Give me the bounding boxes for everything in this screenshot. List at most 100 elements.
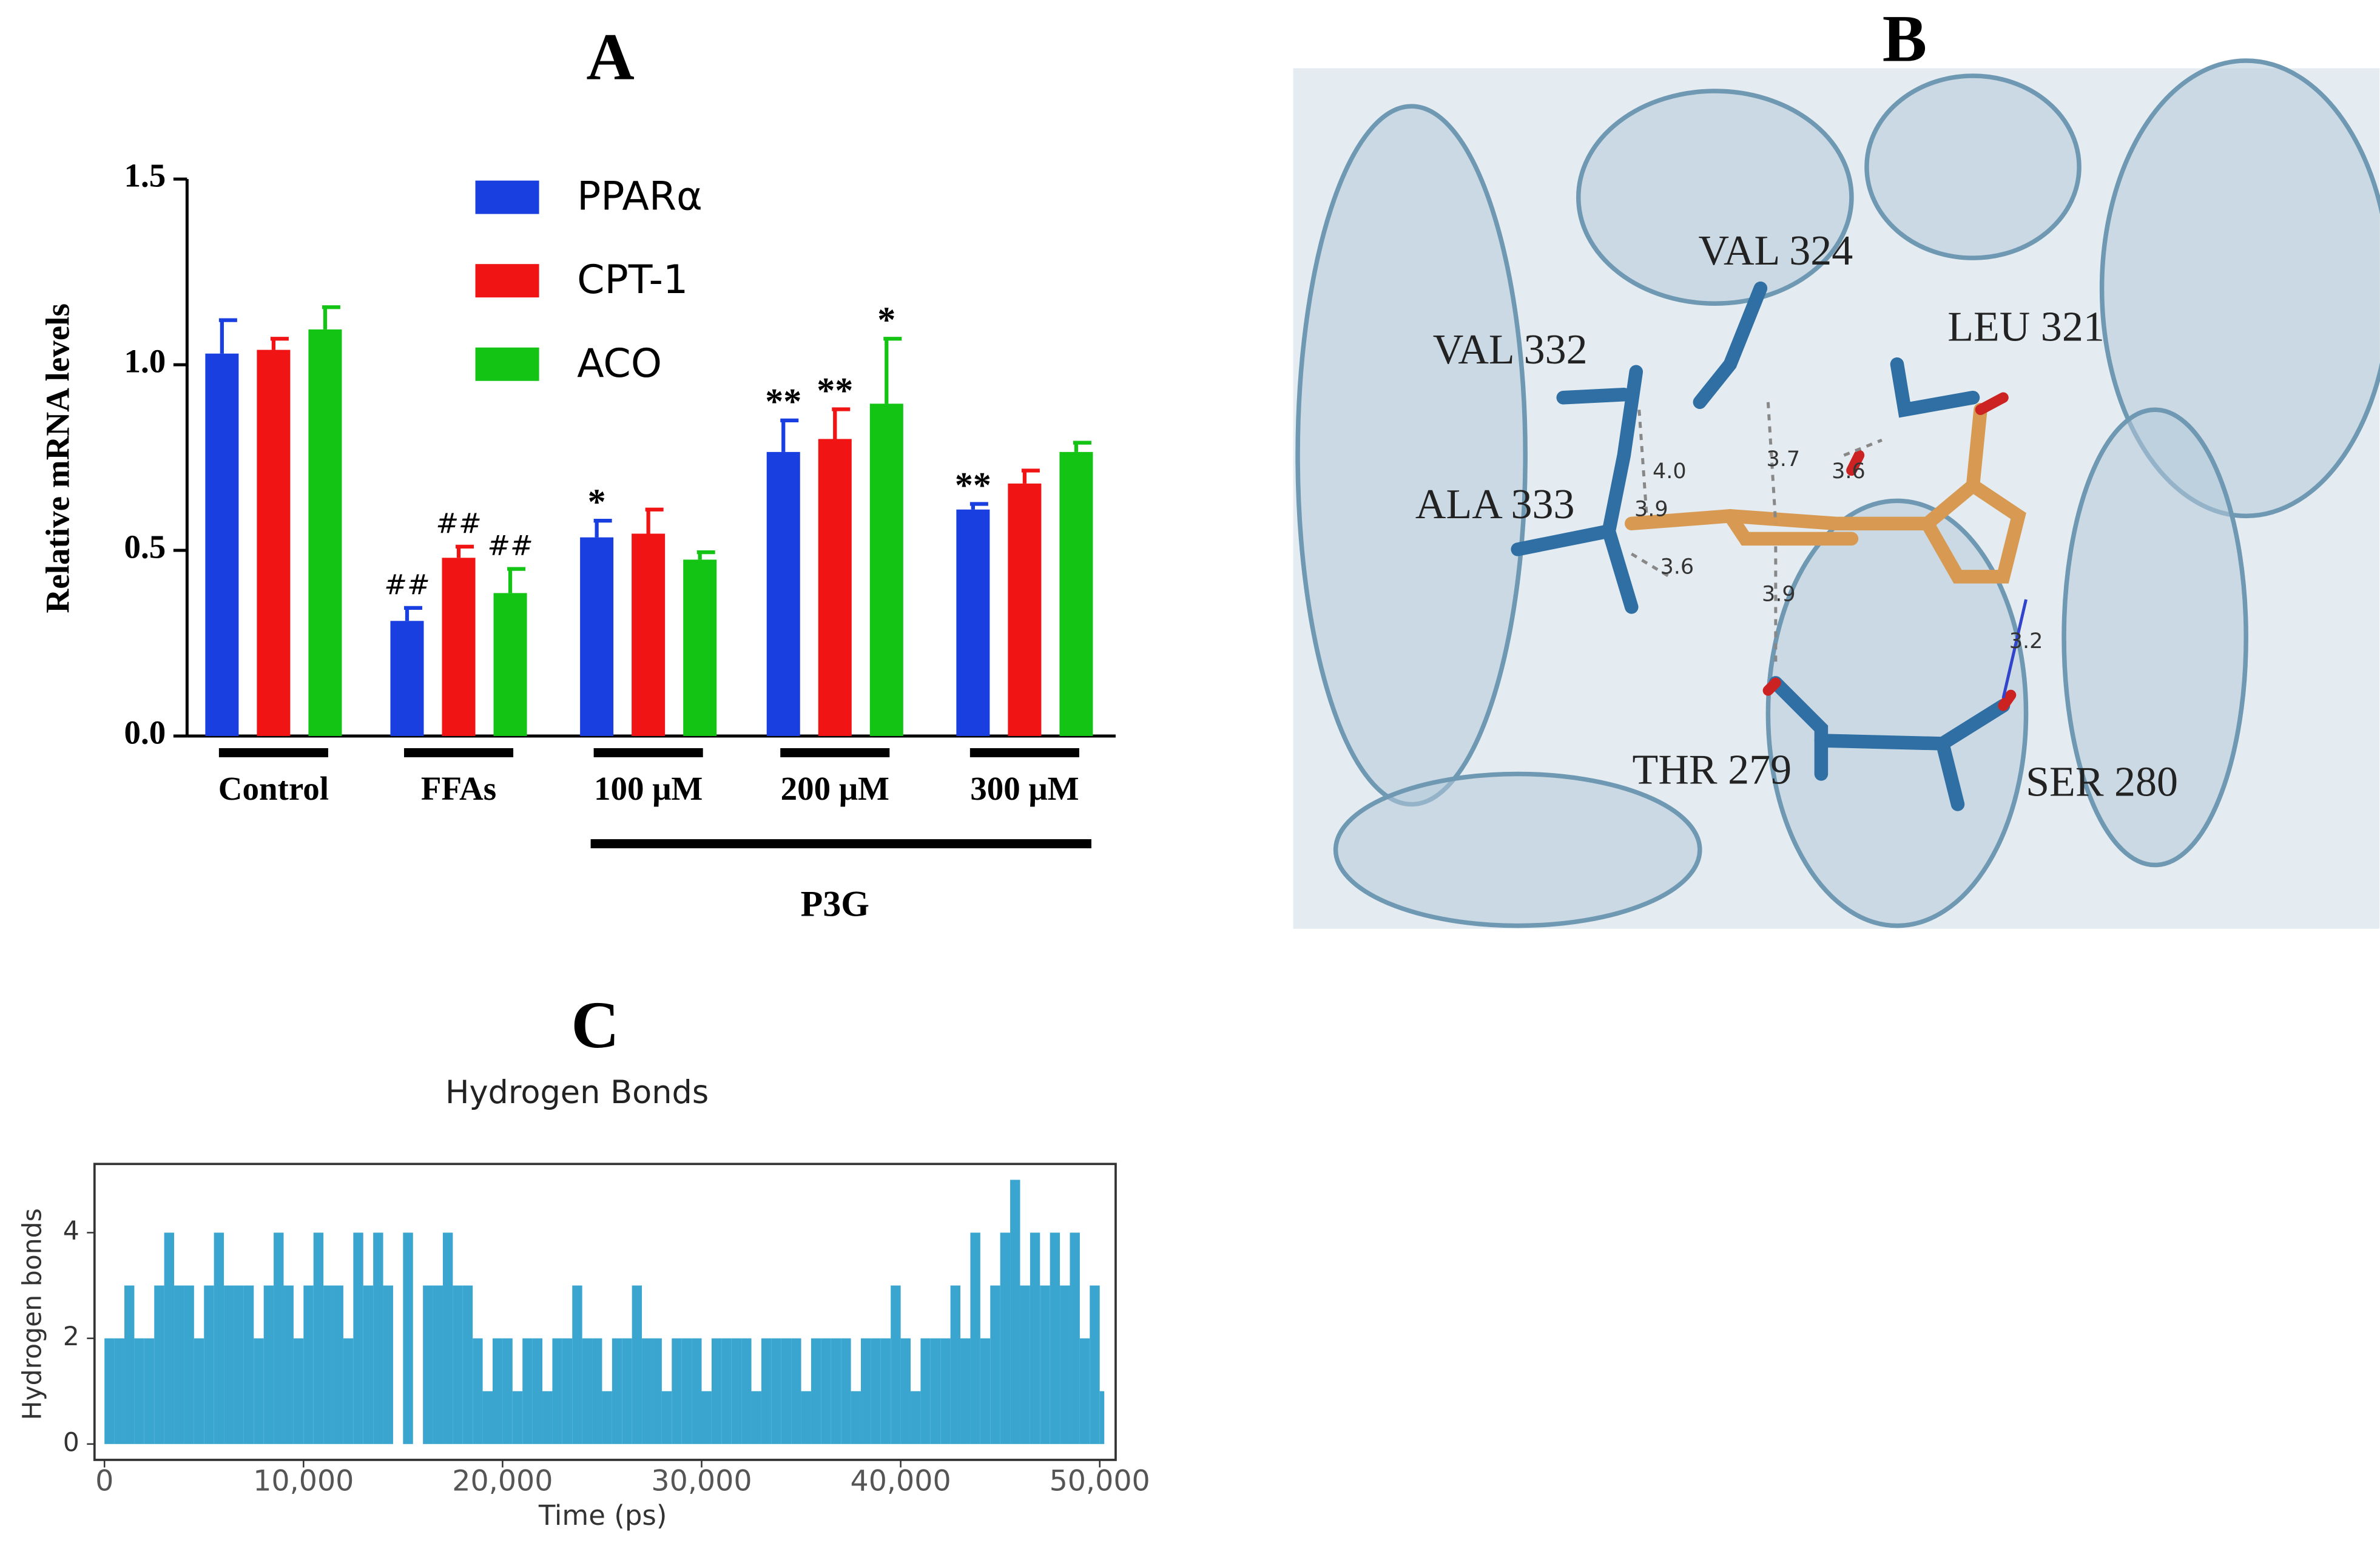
series-bar: [701, 1391, 712, 1444]
significance-label: *: [588, 482, 606, 522]
x-tick-label: 0: [95, 1464, 113, 1498]
series-bar: [811, 1338, 821, 1444]
series-bar: [174, 1285, 184, 1444]
series-bar: [104, 1338, 115, 1444]
legend-label: CPT-1: [577, 257, 688, 303]
series-bar: [940, 1338, 951, 1444]
series-bar: [502, 1338, 513, 1444]
y-tick-label: 2: [63, 1322, 79, 1352]
series-bar: [851, 1391, 861, 1444]
significance-label: **: [955, 465, 991, 505]
series-bar: [1079, 1338, 1090, 1444]
legend-swatch: [475, 264, 539, 298]
bar: [493, 593, 527, 736]
series-bar: [333, 1285, 343, 1444]
series-bar: [692, 1338, 702, 1444]
x-tick-label: 200 μM: [781, 770, 889, 807]
bar: [766, 451, 800, 736]
chart-subtitle: Hydrogen Bonds: [445, 1074, 709, 1111]
distance-label: 3.6: [1660, 555, 1694, 579]
series-bar: [403, 1232, 413, 1444]
y-axis-label: Relative mRNA levels: [39, 303, 76, 613]
significance-label: ##: [487, 530, 533, 562]
bar: [390, 621, 424, 736]
series-bar: [801, 1391, 811, 1444]
series-bar: [184, 1285, 194, 1444]
series-bar: [891, 1285, 901, 1444]
residue-label: SER 280: [2026, 759, 2178, 806]
series-bar: [343, 1338, 354, 1444]
series-bar: [124, 1285, 135, 1444]
distance-label: 4.0: [1653, 459, 1687, 484]
series-bar: [672, 1338, 682, 1444]
x-tick-label: 20,000: [452, 1464, 553, 1498]
significance-label: *: [877, 300, 895, 340]
bar: [205, 353, 239, 736]
series-bar: [1060, 1285, 1070, 1444]
series-bar: [442, 1232, 453, 1444]
significance-label: ##: [384, 569, 430, 601]
series-bar: [542, 1391, 553, 1444]
bar: [818, 439, 852, 736]
series-bar: [1050, 1232, 1060, 1444]
series-bar: [911, 1391, 921, 1444]
x-tick-label: Control: [218, 770, 329, 807]
series-bar: [900, 1338, 911, 1444]
series-bar: [144, 1338, 155, 1444]
legend-label: PPARα: [577, 174, 703, 220]
series-bar: [1040, 1285, 1050, 1444]
y-tick-label: 1.0: [124, 343, 166, 380]
plot-frame: [93, 1163, 1117, 1461]
series-bar: [1030, 1232, 1040, 1444]
series-bar: [552, 1338, 562, 1444]
series-bar: [841, 1338, 851, 1444]
series-bar: [263, 1285, 274, 1444]
significance-label: ##: [436, 507, 481, 539]
series-bar: [214, 1232, 224, 1444]
significance-label: **: [765, 382, 801, 422]
series-bar: [831, 1338, 841, 1444]
series-bar: [930, 1338, 941, 1444]
residue-label: THR 279: [1633, 747, 1792, 794]
series-bar: [243, 1285, 254, 1444]
residue-label: VAL 332: [1433, 326, 1588, 373]
series-bar: [821, 1338, 831, 1444]
y-tick-label: 4: [63, 1217, 79, 1246]
series-bar: [681, 1338, 692, 1444]
series-bar: [1000, 1232, 1011, 1444]
series-bar: [134, 1338, 144, 1444]
bar: [580, 537, 614, 736]
series-bar: [283, 1285, 294, 1444]
series-bar: [1090, 1285, 1100, 1444]
bar: [1008, 483, 1042, 736]
series-bar: [731, 1338, 742, 1444]
series-bar: [114, 1338, 125, 1444]
panel-title: B: [1883, 1, 1927, 75]
series-bar: [433, 1285, 443, 1444]
series-bar: [363, 1285, 374, 1444]
series-bar: [492, 1338, 503, 1444]
series-bar: [582, 1338, 593, 1444]
series-bar: [661, 1391, 672, 1444]
bar: [632, 533, 666, 736]
series-bar: [423, 1285, 433, 1444]
bar: [683, 559, 717, 736]
series-bar: [303, 1285, 314, 1444]
residue-label: VAL 324: [1698, 228, 1853, 274]
x-tick-label: 40,000: [850, 1464, 951, 1498]
series-bar: [522, 1338, 533, 1444]
distance-label: 3.2: [2009, 629, 2043, 654]
y-tick-label: 1.5: [124, 157, 166, 194]
legend-label: ACO: [577, 341, 662, 387]
bar: [1059, 451, 1093, 736]
legend-swatch: [475, 180, 539, 214]
x-tick-label: 100 μM: [594, 770, 703, 807]
series-bar: [990, 1285, 1000, 1444]
series-bar: [652, 1338, 662, 1444]
x-axis-label: Time (ps): [538, 1499, 667, 1532]
panel-title: A: [586, 19, 634, 93]
y-tick-label: 0: [63, 1428, 79, 1457]
series-bar: [711, 1338, 722, 1444]
distance-label: 3.9: [1634, 497, 1668, 521]
series-bar: [373, 1232, 383, 1444]
